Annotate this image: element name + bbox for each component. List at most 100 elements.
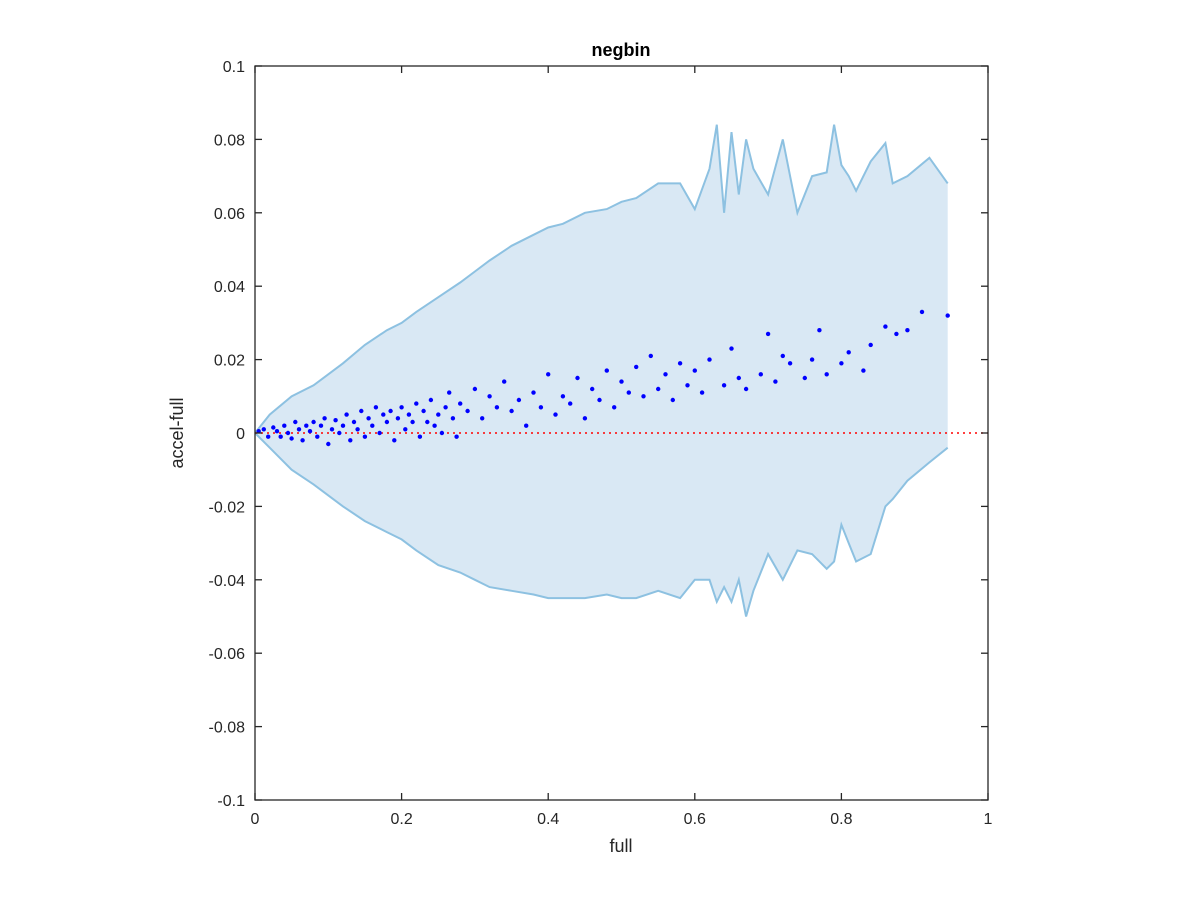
data-point bbox=[447, 390, 452, 395]
data-point bbox=[773, 379, 778, 384]
data-point bbox=[333, 418, 338, 423]
data-point bbox=[271, 425, 276, 430]
y-tick-label: -0.1 bbox=[217, 793, 245, 810]
data-point bbox=[304, 423, 309, 428]
data-point bbox=[648, 353, 653, 359]
data-point bbox=[487, 394, 492, 399]
data-point bbox=[293, 419, 298, 425]
y-tick-label: 0.02 bbox=[214, 353, 245, 370]
data-point bbox=[296, 427, 302, 432]
x-tick-label: 0.6 bbox=[684, 811, 706, 828]
x-axis-label: full bbox=[609, 836, 632, 856]
data-point bbox=[494, 405, 500, 410]
data-point bbox=[256, 429, 261, 434]
y-tick-label: 0.08 bbox=[214, 132, 245, 149]
data-point bbox=[480, 416, 485, 421]
data-point bbox=[362, 434, 368, 439]
data-point bbox=[443, 405, 448, 410]
data-point bbox=[560, 394, 566, 399]
data-point bbox=[641, 394, 646, 399]
data-point bbox=[524, 423, 529, 428]
data-point bbox=[377, 430, 382, 436]
y-tick-label: -0.04 bbox=[209, 573, 246, 590]
data-point bbox=[410, 419, 415, 425]
data-point bbox=[729, 346, 734, 351]
x-tick-label: 0.8 bbox=[830, 811, 852, 828]
data-point bbox=[344, 412, 349, 417]
data-point bbox=[329, 427, 335, 432]
y-tick-label: 0.06 bbox=[214, 206, 245, 223]
data-point bbox=[604, 368, 609, 373]
axes: 0 0.2 0.4 0.6 0.8 1 -0.1 -0.08 -0.06 -0.04 -0.02 0 0… bbox=[209, 59, 993, 828]
data-point bbox=[612, 405, 617, 410]
data-point bbox=[318, 423, 324, 428]
data-point bbox=[582, 416, 588, 421]
data-point bbox=[282, 423, 287, 428]
data-point bbox=[274, 429, 280, 434]
chart-title: negbin bbox=[592, 40, 651, 60]
data-point bbox=[868, 342, 873, 348]
band-upper-line bbox=[254, 124, 949, 434]
data-point bbox=[765, 331, 771, 337]
data-point bbox=[663, 372, 668, 377]
data-point bbox=[425, 419, 430, 425]
data-point bbox=[677, 361, 683, 366]
data-point bbox=[905, 328, 910, 333]
data-point bbox=[355, 427, 360, 432]
x-tick-label: 0.4 bbox=[537, 811, 559, 828]
data-point bbox=[575, 375, 580, 381]
data-point bbox=[699, 390, 705, 395]
data-point bbox=[337, 430, 342, 436]
y-tick-label: 0.04 bbox=[214, 279, 245, 296]
data-point bbox=[421, 408, 426, 414]
data-point bbox=[839, 361, 844, 366]
data-point bbox=[450, 416, 456, 421]
data-point bbox=[894, 331, 899, 337]
data-point bbox=[538, 405, 544, 410]
y-tick-label: -0.06 bbox=[209, 646, 246, 663]
data-point bbox=[439, 430, 445, 436]
data-point bbox=[817, 328, 822, 333]
data-point bbox=[417, 434, 423, 439]
data-point bbox=[692, 368, 697, 373]
data-point bbox=[546, 372, 551, 377]
data-point bbox=[432, 423, 437, 428]
data-point bbox=[403, 427, 408, 432]
data-point bbox=[802, 375, 807, 381]
data-point bbox=[809, 357, 815, 362]
data-point bbox=[656, 386, 661, 392]
data-point bbox=[388, 408, 393, 414]
y-axis-label: accel-full bbox=[167, 397, 187, 468]
data-point bbox=[502, 379, 507, 384]
data-point bbox=[370, 423, 375, 428]
data-point bbox=[919, 309, 925, 315]
data-point bbox=[465, 408, 470, 414]
data-point bbox=[392, 438, 397, 443]
data-point bbox=[315, 434, 320, 439]
data-point bbox=[861, 368, 866, 373]
data-point bbox=[351, 419, 357, 425]
data-point bbox=[278, 434, 283, 439]
data-point bbox=[846, 350, 851, 355]
data-point bbox=[590, 386, 595, 392]
data-point bbox=[384, 419, 390, 425]
data-point bbox=[685, 383, 690, 388]
data-point bbox=[743, 386, 749, 392]
data-point bbox=[359, 408, 364, 414]
band-lower-line bbox=[254, 432, 949, 617]
x-tick-label: 0.2 bbox=[390, 811, 412, 828]
data-point bbox=[311, 419, 316, 425]
data-point bbox=[300, 438, 305, 443]
data-point bbox=[326, 441, 331, 447]
data-point bbox=[553, 412, 558, 417]
data-point bbox=[883, 324, 888, 329]
data-point bbox=[289, 436, 294, 441]
data-point bbox=[395, 416, 401, 421]
data-point bbox=[780, 353, 785, 359]
data-point bbox=[366, 416, 371, 421]
band-fill bbox=[255, 124, 948, 617]
data-point bbox=[261, 427, 266, 432]
data-point bbox=[458, 401, 463, 406]
x-tick-label: 1 bbox=[984, 811, 993, 828]
